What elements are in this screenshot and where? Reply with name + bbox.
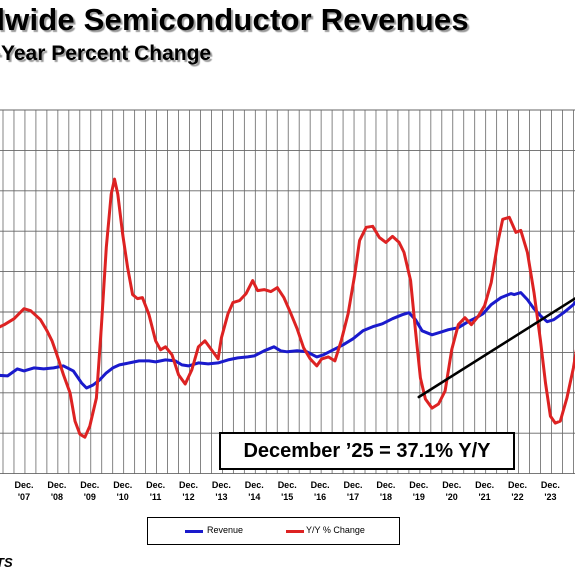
x-tick-label-year: '14: [248, 492, 260, 502]
legend-label-yoy: Y/Y % Change: [306, 525, 365, 535]
x-tick-label-month: Dec.: [113, 480, 132, 490]
x-tick-label-year: '08: [51, 492, 63, 502]
x-tick-label-year: '23: [544, 492, 556, 502]
x-tick-label-month: Dec.: [475, 480, 494, 490]
x-tick-label-month: Dec.: [442, 480, 461, 490]
x-tick-label-year: '16: [314, 492, 326, 502]
x-tick-label-month: Dec.: [278, 480, 297, 490]
x-tick-label-month: Dec.: [409, 480, 428, 490]
x-tick-label-year: '19: [413, 492, 425, 502]
series-lines: [0, 177, 575, 439]
x-tick-label-month: Dec.: [80, 480, 99, 490]
x-tick-label-year: '11: [150, 492, 162, 502]
x-tick-labels: Dec. '07 Dec. '08 Dec. '09 Dec. '10 Dec. '11 Dec. '…: [14, 480, 559, 502]
trend-line: [417, 296, 575, 399]
legend-swatch-revenue: [185, 530, 203, 533]
callout-box: December ’25 = 37.1% Y/Y: [219, 432, 515, 470]
x-tick-label-year: '22: [511, 492, 523, 502]
x-tick-label-month: Dec.: [311, 480, 330, 490]
x-tick-label-month: Dec.: [14, 480, 33, 490]
x-tick-label-month: Dec.: [146, 480, 165, 490]
x-tick-label-year: '13: [215, 492, 227, 502]
revenue-line: [0, 291, 575, 390]
x-tick-label-year: '10: [117, 492, 129, 502]
x-tick-label-month: Dec.: [541, 480, 560, 490]
x-tick-label-month: Dec.: [343, 480, 362, 490]
x-tick-label-month: Dec.: [212, 480, 231, 490]
legend: Revenue Y/Y % Change: [147, 517, 400, 545]
x-tick-label-month: Dec.: [245, 480, 264, 490]
x-tick-label-year: '15: [281, 492, 293, 502]
x-tick-label-month: Dec.: [179, 480, 198, 490]
x-tick-label-month: Dec.: [508, 480, 527, 490]
chart-subtitle: -Year Percent Change: [0, 42, 212, 65]
x-tick-label-month: Dec.: [47, 480, 66, 490]
x-tick-label-year: '18: [380, 492, 392, 502]
x-tick-label-year: '09: [84, 492, 96, 502]
source-note: TS: [0, 555, 13, 570]
x-tick-label-year: '20: [446, 492, 458, 502]
x-tick-label-year: '12: [182, 492, 194, 502]
x-tick-label-year: '17: [347, 492, 359, 502]
legend-label-revenue: Revenue: [207, 525, 244, 535]
chart-title: dwide Semiconductor Revenues: [0, 2, 469, 37]
vertical-gridlines: [2, 110, 574, 474]
yoy-change-line: [0, 177, 575, 439]
x-tick-label-month: Dec.: [376, 480, 395, 490]
x-tick-label-year: '07: [18, 492, 30, 502]
legend-swatch-yoy: [286, 530, 304, 533]
x-tick-label-year: '21: [479, 492, 491, 502]
